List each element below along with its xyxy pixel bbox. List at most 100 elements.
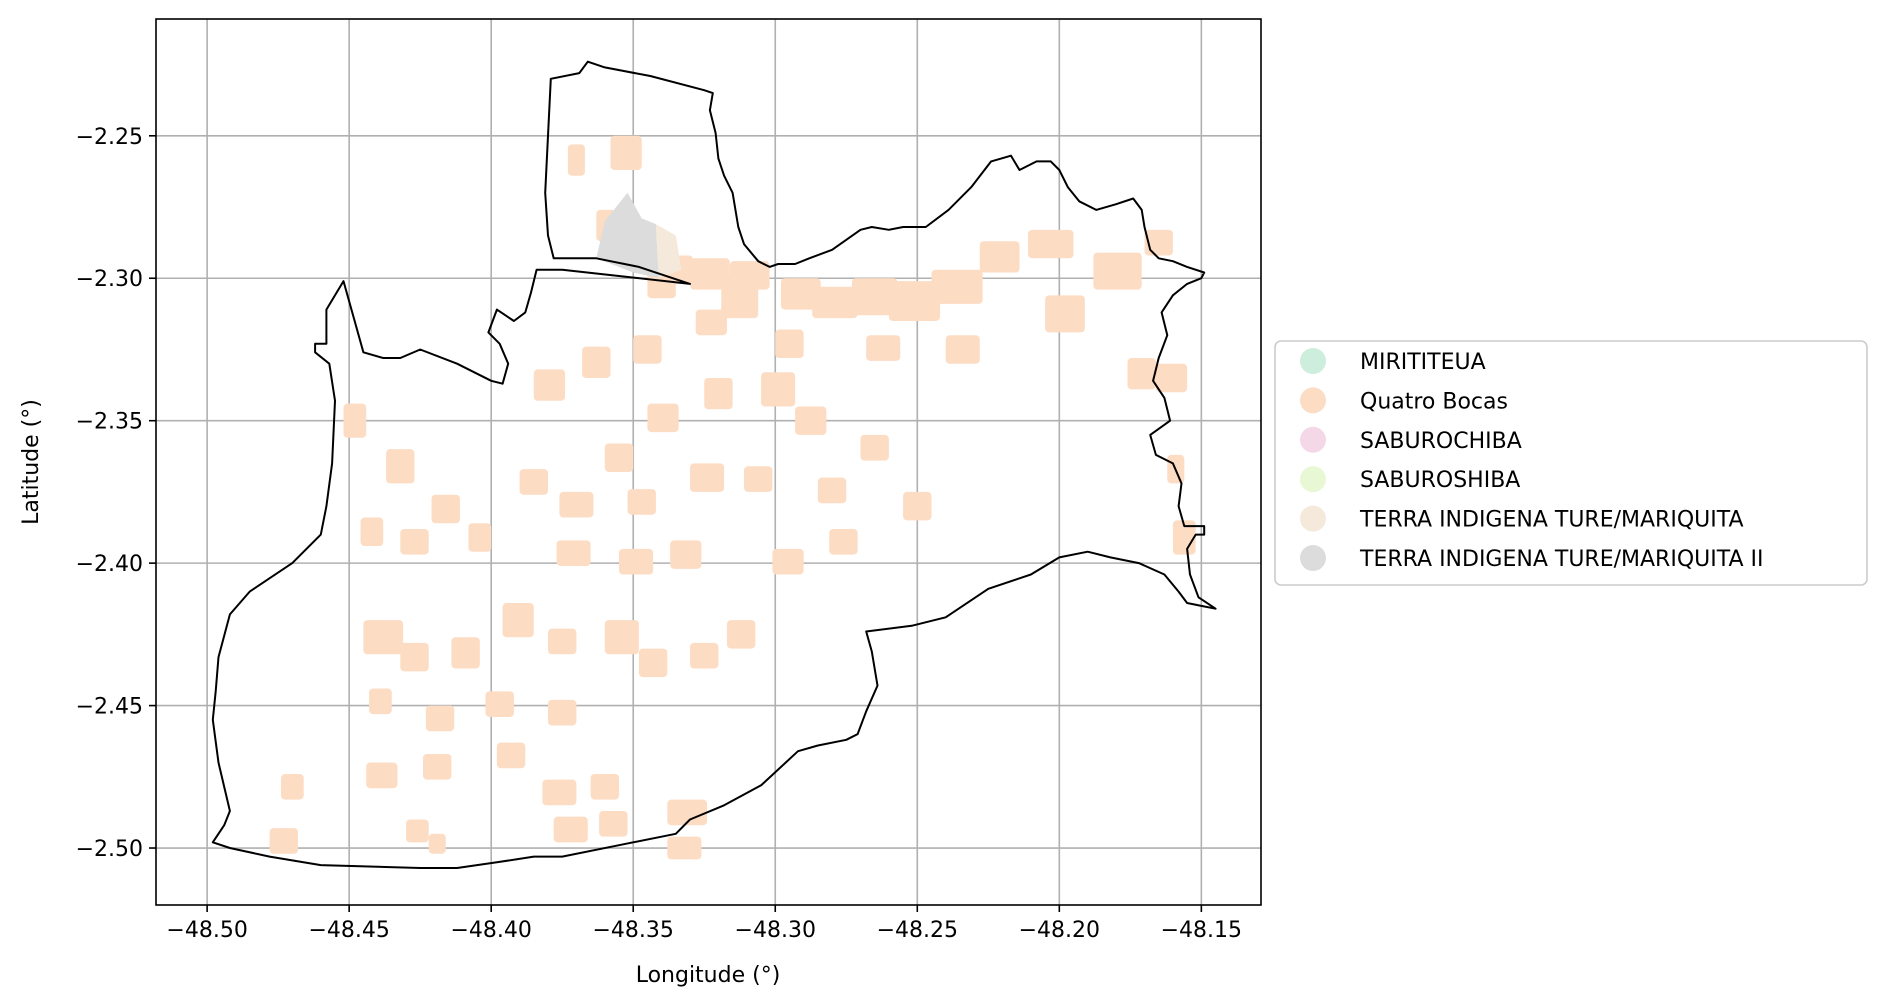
quatro-bocas-patch [795, 406, 827, 435]
quatro-bocas-patch [721, 283, 759, 319]
quatro-bocas-patch [567, 144, 585, 176]
quatro-bocas-patch [726, 620, 756, 649]
legend-marker [1300, 545, 1326, 571]
quatro-bocas-patches [269, 135, 1196, 860]
quatro-bocas-patch [931, 269, 983, 304]
legend-label: MIRITITEUA [1360, 350, 1486, 375]
y-tick-label: −2.30 [76, 267, 143, 292]
quatro-bocas-patch [979, 241, 1020, 273]
quatro-bocas-patch [405, 819, 429, 843]
quatro-bocas-patch [667, 836, 702, 860]
quatro-bocas-patch [610, 135, 642, 170]
quatro-bocas-patch [812, 286, 858, 319]
quatro-bocas-patch [559, 491, 594, 518]
region-polygons [596, 192, 682, 279]
quatro-bocas-patch [519, 469, 549, 495]
quatro-bocas-patch [431, 494, 460, 524]
municipality-boundary [211, 60, 1217, 869]
quatro-bocas-patch [548, 699, 577, 726]
quatro-bocas-patch [343, 403, 367, 438]
quatro-bocas-patch [888, 281, 941, 321]
quatro-bocas-patch [690, 258, 730, 290]
quatro-bocas-patch [638, 648, 668, 678]
quatro-bocas-patch [627, 489, 656, 515]
x-tick-label: −48.35 [593, 918, 674, 943]
quatro-bocas-patch [772, 548, 804, 575]
x-tick-label: −48.45 [308, 918, 389, 943]
quatro-bocas-patch [690, 642, 719, 669]
quatro-bocas-patch [400, 642, 429, 672]
quatro-bocas-patch [761, 372, 796, 407]
quatro-bocas-patch [775, 329, 804, 359]
quatro-bocas-patch [542, 779, 577, 806]
legend-marker [1300, 387, 1326, 414]
quatro-bocas-patch [647, 403, 679, 433]
quatro-bocas-patch [425, 705, 455, 732]
quatro-bocas-patch [704, 377, 733, 410]
quatro-bocas-patch [360, 517, 384, 547]
legend-label: SABUROCHIBA [1360, 429, 1522, 454]
quatro-bocas-patch [363, 620, 404, 655]
quatro-bocas-patch [582, 346, 611, 378]
quatro-bocas-patch [533, 369, 566, 401]
x-tick-label: −48.40 [450, 918, 531, 943]
quatro-bocas-patch [366, 762, 398, 789]
quatro-bocas-patch [604, 443, 634, 472]
y-axis-ticks: −2.25 −2.30 −2.35 −2.40 −2.45 −2.50 [76, 125, 156, 862]
quatro-bocas-patch [729, 261, 770, 290]
quatro-bocas-patch [817, 477, 847, 504]
quatro-bocas-patch [1127, 358, 1156, 390]
quatro-bocas-patch [502, 603, 534, 638]
quatro-bocas-patch [1093, 252, 1142, 290]
legend-marker [1300, 466, 1326, 493]
quatro-bocas-patch [423, 754, 452, 780]
legend-label: SABUROSHIBA [1360, 468, 1520, 493]
grid-lines [156, 19, 1261, 905]
x-tick-label: −48.50 [166, 918, 247, 943]
legend-frame [1274, 340, 1868, 586]
quatro-bocas-patch [619, 548, 654, 575]
quatro-bocas-patch [866, 335, 901, 361]
quatro-bocas-patch [400, 528, 429, 555]
x-tick-label: −48.20 [1019, 918, 1100, 943]
x-tick-label: −48.25 [877, 918, 958, 943]
quatro-bocas-patch [548, 628, 577, 655]
quatro-bocas-patch [280, 773, 304, 800]
x-axis-label: Longitude (°) [636, 963, 781, 988]
quatro-bocas-patch [451, 637, 480, 669]
y-tick-label: −2.40 [76, 552, 143, 577]
quatro-bocas-patch [468, 523, 492, 552]
y-tick-label: −2.50 [76, 837, 143, 862]
quatro-bocas-patch [1155, 363, 1188, 393]
quatro-bocas-patch [556, 540, 591, 566]
axes-frame [155, 18, 1262, 906]
quatro-bocas-patch [903, 491, 932, 521]
x-axis-ticks: −48.50 −48.45 −48.40 −48.35 −48.30 −48.25 −48.… [166, 905, 1242, 943]
quatro-bocas-patch [945, 335, 980, 364]
legend-label: TERRA INDIGENA TURE/MARIQUITA II [1359, 547, 1764, 572]
quatro-bocas-patch [428, 833, 446, 854]
plot-area-background [156, 19, 1261, 905]
quatro-bocas-patch [369, 688, 392, 715]
quatro-bocas-patch [1144, 229, 1173, 256]
legend-marker [1300, 348, 1326, 374]
quatro-bocas-patch [829, 528, 858, 555]
y-tick-label: −2.35 [76, 410, 143, 435]
quatro-bocas-patch [485, 691, 514, 717]
quatro-bocas-patch [780, 278, 821, 310]
quatro-bocas-patch [860, 434, 889, 461]
quatro-bocas-patch [599, 810, 628, 837]
quatro-bocas-patch [1045, 295, 1085, 333]
quatro-bocas-patch [269, 828, 299, 854]
x-tick-label: −48.30 [735, 918, 816, 943]
quatro-bocas-patch [695, 309, 727, 336]
legend-label: TERRA INDIGENA TURE/MARIQUITA [1359, 508, 1744, 533]
quatro-bocas-patch [1028, 229, 1074, 259]
quatro-bocas-patch [744, 466, 773, 492]
quatro-bocas-patch [667, 799, 708, 826]
legend: MIRITITEUA Quatro Bocas SABUROCHIBA SABUROS… [1274, 340, 1868, 586]
region-terra-indigena-ture-mariquita-ii [596, 192, 659, 279]
legend-marker [1300, 426, 1326, 453]
quatro-bocas-patch [553, 816, 588, 843]
